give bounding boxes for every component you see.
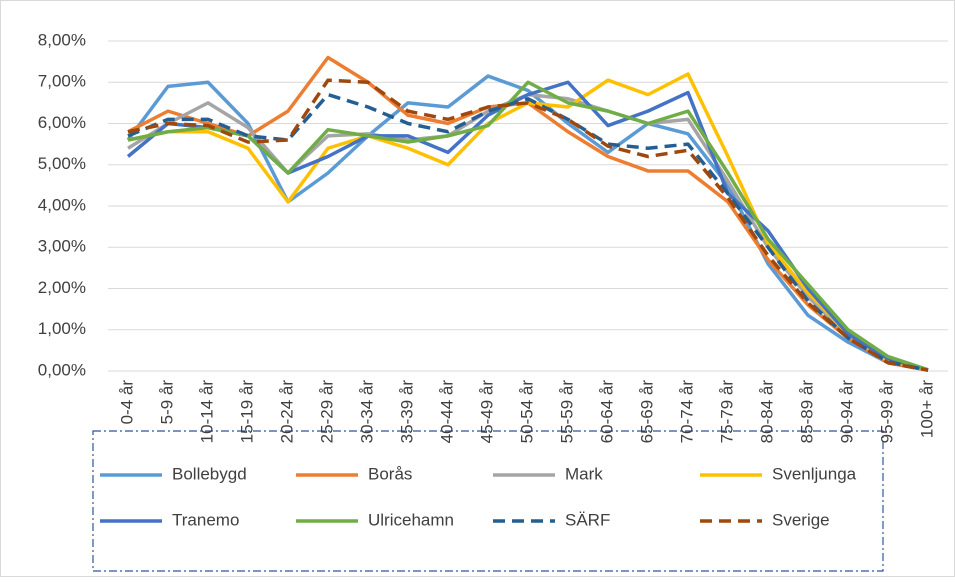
x-tick-label: 5-9 år: [157, 380, 176, 425]
legend-label: Tranemo: [172, 510, 239, 529]
x-tick-label: 50-54 år: [517, 380, 536, 444]
legend-box: [92, 430, 884, 572]
y-tick-label: 5,00%: [38, 154, 86, 173]
x-tick-label: 95-99 år: [877, 380, 896, 444]
legend-label: SÄRF: [565, 510, 610, 529]
y-tick-label: 1,00%: [38, 319, 86, 338]
x-tick-label: 65-69 år: [637, 380, 656, 444]
y-tick-label: 6,00%: [38, 113, 86, 132]
x-tick-label: 40-44 år: [437, 380, 456, 444]
series-line: [127, 78, 929, 372]
legend-label: Mark: [565, 464, 603, 483]
x-tick-label: 60-64 år: [597, 380, 616, 444]
y-tick-label: 7,00%: [38, 72, 86, 91]
x-tick-label: 25-29 år: [317, 380, 336, 444]
x-tick-label: 10-14 år: [197, 380, 216, 444]
x-tick-label: 80-84 år: [757, 380, 776, 444]
legend-label: Ulricehamn: [368, 510, 454, 529]
legend-label: Bollebygd: [172, 464, 247, 483]
x-tick-label: 20-24 år: [277, 380, 296, 444]
legend-label: Sverige: [772, 510, 830, 529]
legend-label: Svenljunga: [772, 464, 857, 483]
x-tick-label: 85-89 år: [797, 380, 816, 444]
x-tick-label: 90-94 år: [837, 380, 856, 444]
y-tick-label: 3,00%: [38, 237, 86, 256]
x-tick-label: 0-4 år: [117, 380, 136, 425]
x-tick-label: 45-49 år: [477, 380, 496, 444]
y-tick-label: 8,00%: [38, 30, 86, 49]
series-line: [127, 92, 929, 372]
y-tick-label: 4,00%: [38, 195, 86, 214]
x-tick-label: 70-74 år: [677, 380, 696, 444]
legend-label: Borås: [368, 464, 412, 483]
x-tick-label: 15-19 år: [237, 380, 256, 444]
x-tick-label: 30-34 år: [357, 380, 376, 444]
x-tick-label: 75-79 år: [717, 380, 736, 444]
x-tick-label: 55-59 år: [557, 380, 576, 444]
y-tick-label: 0,00%: [38, 360, 86, 379]
series-line: [127, 80, 929, 372]
x-tick-label: 35-39 år: [397, 380, 416, 444]
y-tick-label: 2,00%: [38, 278, 86, 297]
x-tick-label: 100+ år: [917, 380, 936, 438]
